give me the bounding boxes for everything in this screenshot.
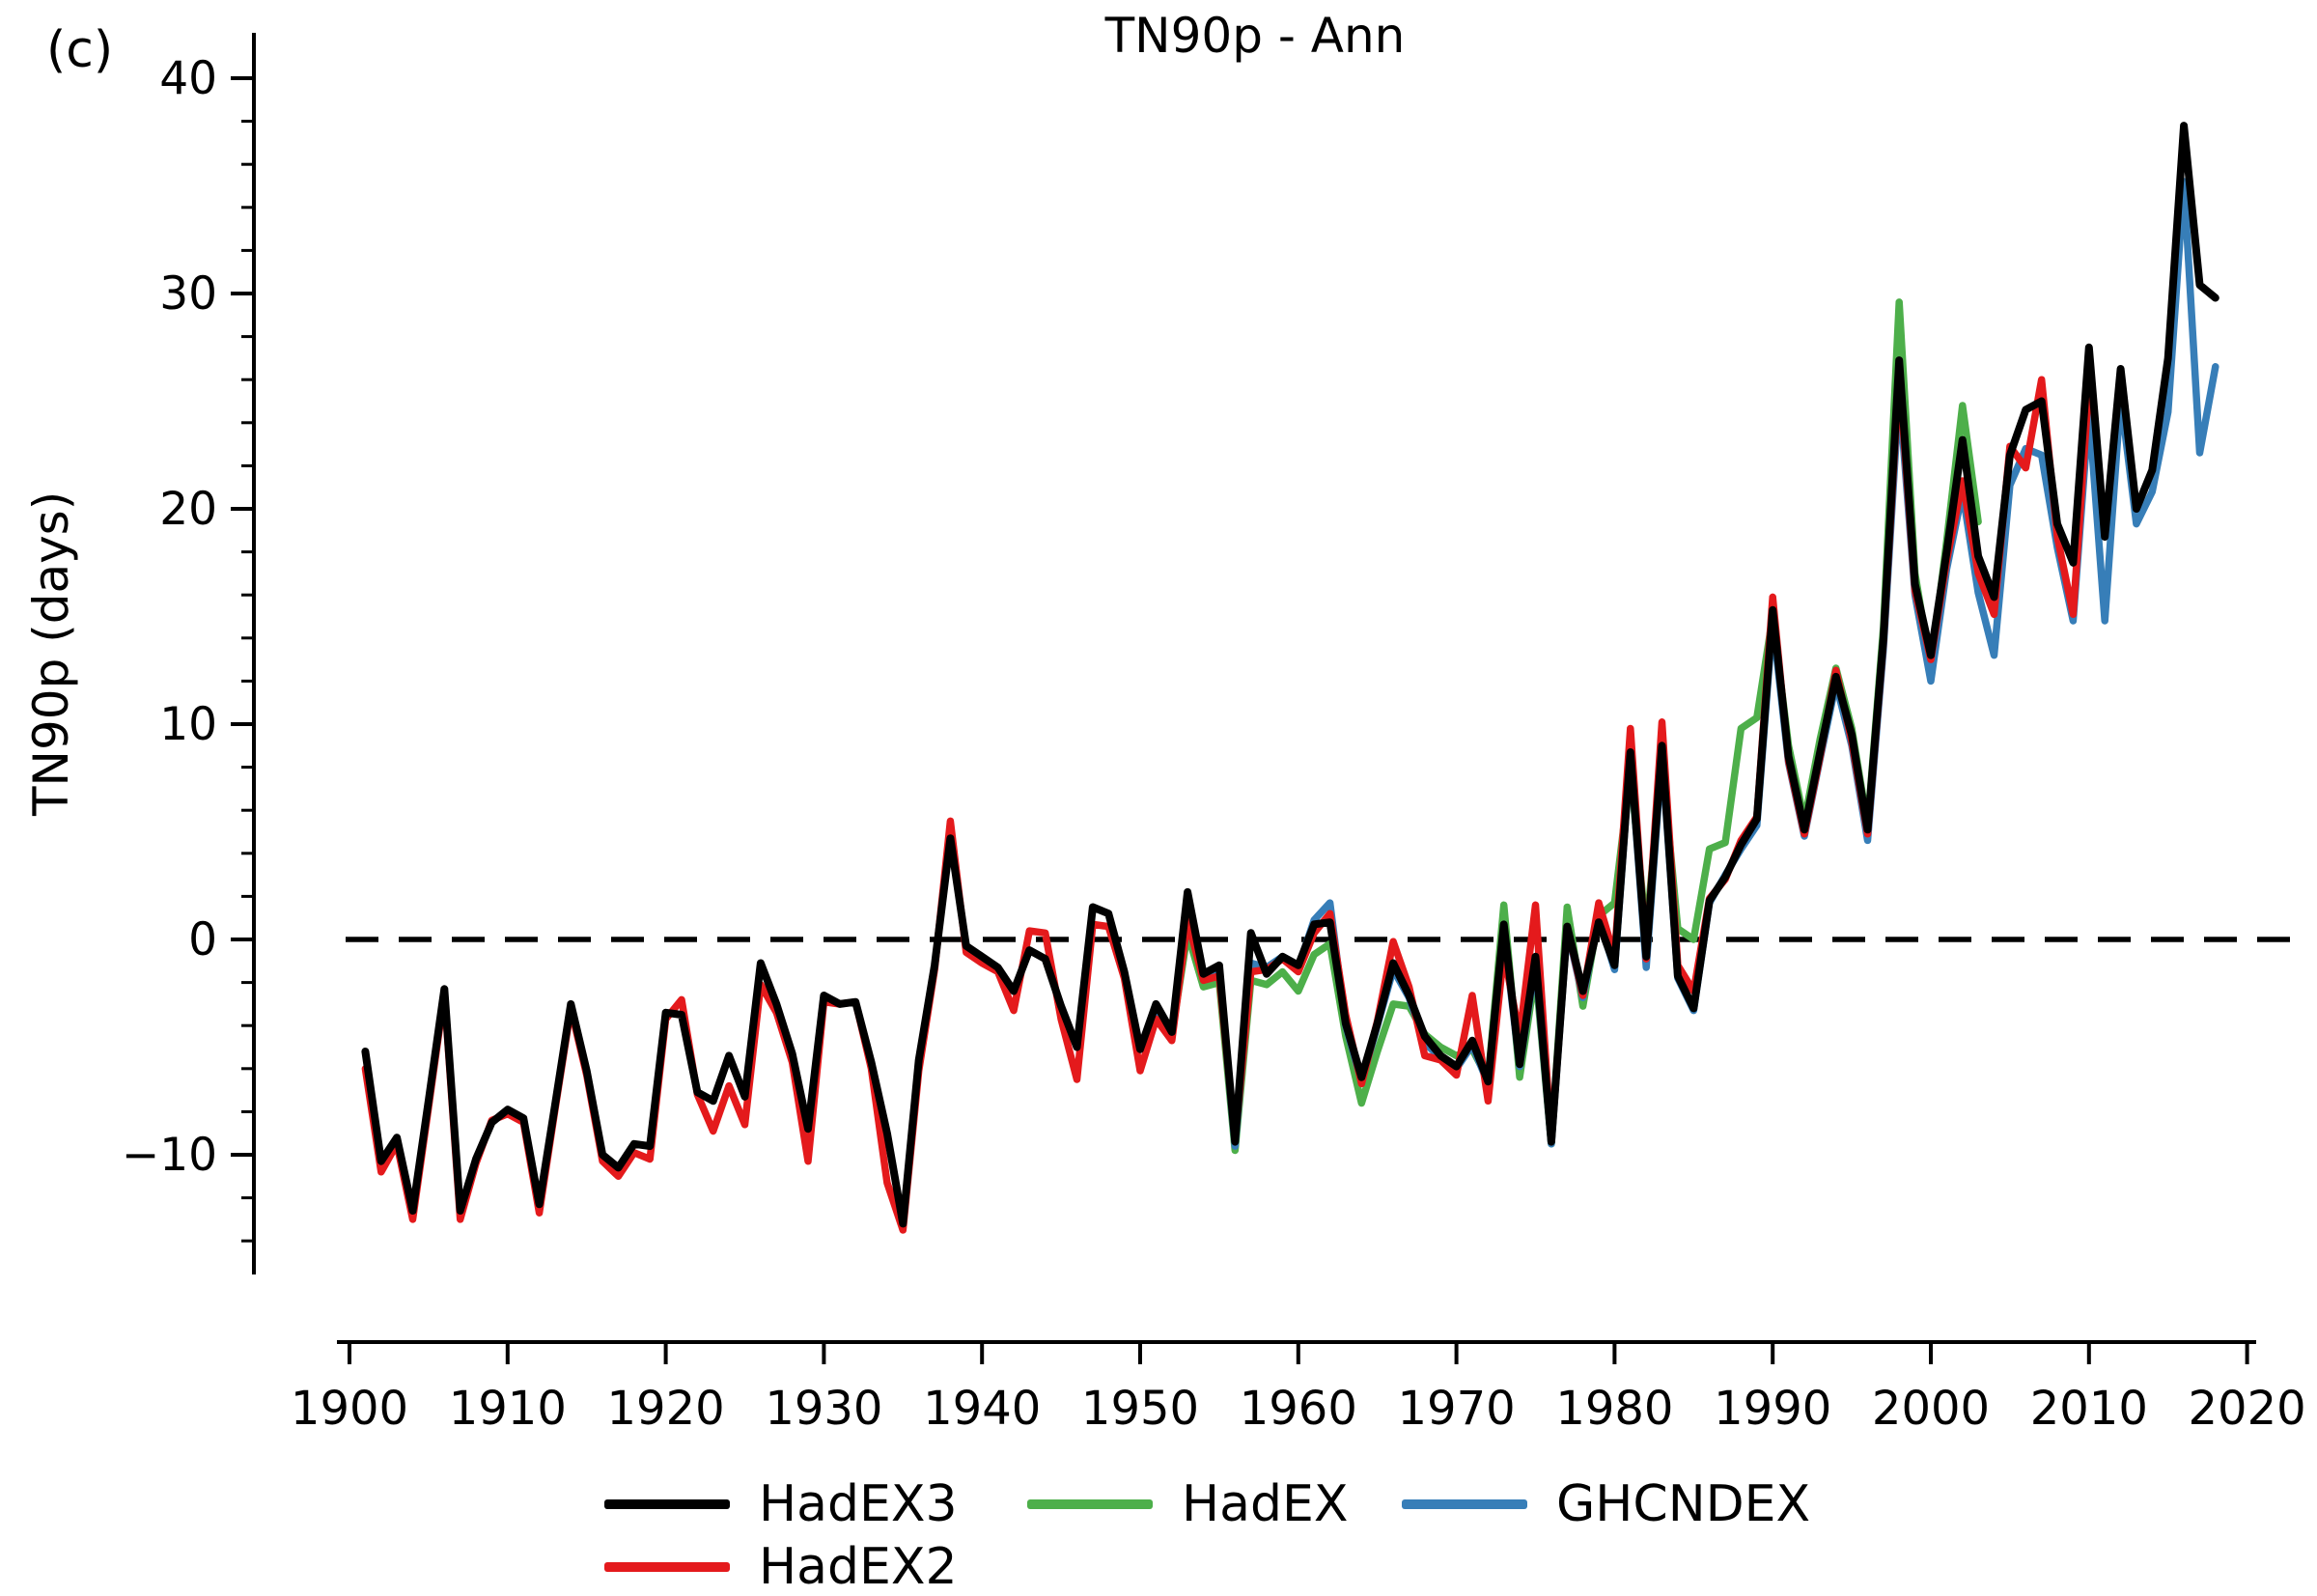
y-tick-label: −10 xyxy=(122,1129,217,1182)
legend-swatch-hadex2 xyxy=(604,1562,730,1572)
x-tick-label: 1900 xyxy=(291,1382,408,1436)
y-tick-label: 30 xyxy=(159,267,217,321)
x-tick-label: 1990 xyxy=(1714,1382,1831,1436)
y-tick-label: 40 xyxy=(159,52,217,105)
y-tick-label: 10 xyxy=(159,698,217,751)
x-tick-label: 1910 xyxy=(449,1382,567,1436)
x-tick-label: 1970 xyxy=(1398,1382,1516,1436)
x-tick-label: 1930 xyxy=(765,1382,882,1436)
legend-label-hadex3: HadEX3 xyxy=(759,1475,958,1533)
x-tick-label: 1950 xyxy=(1081,1382,1199,1436)
legend-label-ghcndex: GHCNDEX xyxy=(1556,1475,1811,1533)
chart-title: TN90p - Ann xyxy=(1104,8,1406,64)
x-tick-label: 1940 xyxy=(923,1382,1041,1436)
series-line-hadex3 xyxy=(361,122,2219,1228)
x-tick-label: 2020 xyxy=(2189,1382,2306,1436)
legend-swatch-hadex xyxy=(1027,1499,1153,1509)
y-tick-label: 20 xyxy=(159,483,217,536)
x-tick-label: 1960 xyxy=(1240,1382,1357,1436)
series-line-ghcndex xyxy=(1152,178,2219,1150)
series-line-hadex xyxy=(1152,298,1982,1155)
x-tick-label: 1920 xyxy=(607,1382,725,1436)
legend-label-hadex: HadEX xyxy=(1182,1475,1349,1533)
legend-label-hadex2: HadEX2 xyxy=(759,1538,958,1596)
y-axis-label: TN90p (days) xyxy=(23,490,79,816)
legend-swatch-ghcndex xyxy=(1402,1499,1527,1509)
x-tick-label: 1980 xyxy=(1555,1382,1673,1436)
y-tick-label: 0 xyxy=(188,913,217,966)
legend-swatch-hadex3 xyxy=(604,1499,730,1509)
x-tick-label: 2000 xyxy=(1872,1382,1990,1436)
panel-label: (c) xyxy=(46,21,114,79)
x-tick-label: 2010 xyxy=(2030,1382,2148,1436)
